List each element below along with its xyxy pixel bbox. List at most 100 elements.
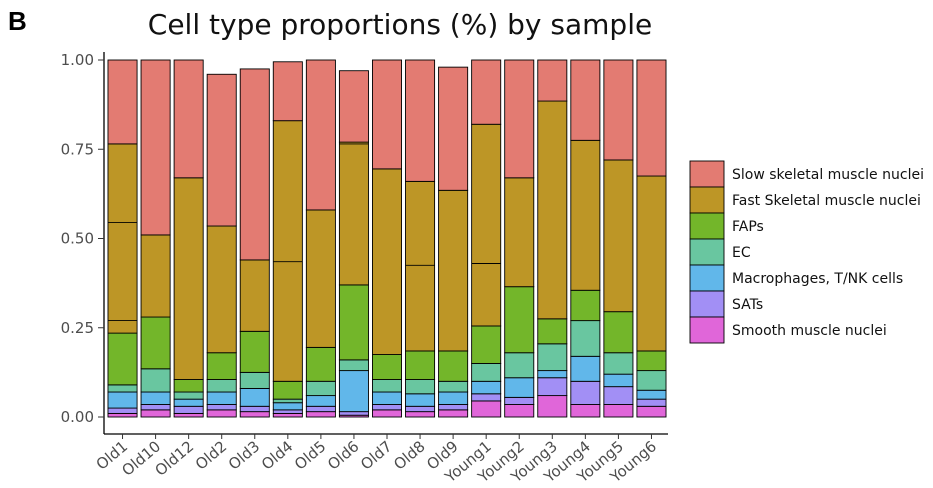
- bar-segment: [140, 391, 171, 405]
- bar-segment: [338, 359, 369, 372]
- bar-segment: [206, 73, 237, 227]
- bar-segment: [107, 332, 138, 386]
- bar-segment: [305, 380, 336, 397]
- panel-letter: B: [8, 6, 27, 36]
- bar-segment: [636, 389, 667, 400]
- bar-segment: [239, 68, 270, 261]
- bar-segment: [405, 59, 436, 182]
- bar-segment: [372, 391, 402, 405]
- bar-segment: [537, 318, 568, 345]
- x-tick-label: Old2: [192, 437, 230, 473]
- bar-segment: [272, 380, 303, 400]
- bar-segment: [636, 350, 667, 372]
- bar-segment: [504, 177, 535, 288]
- bar-segment: [636, 59, 667, 177]
- bar-segment: [107, 384, 138, 393]
- bar-segment: [471, 380, 502, 395]
- bar-segment: [173, 412, 204, 418]
- bar-segment: [173, 405, 204, 414]
- x-tick-label: Old3: [225, 437, 263, 473]
- bar-stack-old9: [438, 66, 469, 418]
- bar-segment: [372, 409, 402, 418]
- x-tick-label: Old8: [390, 437, 428, 473]
- bar-segment: [338, 70, 369, 143]
- bar-segment: [537, 377, 568, 397]
- x-tick-label: Old6: [324, 437, 362, 473]
- bar-segment: [438, 409, 469, 418]
- legend-label: FAPs: [732, 219, 764, 235]
- bar-segment: [603, 386, 634, 405]
- bar-segment: [107, 59, 138, 145]
- bar-segment: [272, 402, 303, 411]
- bar-segment: [570, 380, 601, 405]
- bar-segment: [405, 405, 436, 413]
- bar-stack-young4: [570, 59, 601, 418]
- bar-segment: [405, 379, 436, 395]
- legend-label: SATs: [732, 297, 763, 313]
- legend-label: Macrophages, T/NK cells: [732, 271, 903, 287]
- legend-swatch: [689, 264, 725, 292]
- bar-segment: [140, 59, 171, 236]
- bar-stack-old10: [140, 59, 171, 418]
- legend-swatch: [689, 160, 725, 188]
- bar-segment: [338, 370, 369, 413]
- legend-label: EC: [732, 245, 751, 261]
- bar-segment: [504, 352, 535, 379]
- bar-segment: [636, 405, 667, 418]
- bar-segment: [405, 180, 436, 352]
- bar-segment: [107, 407, 138, 414]
- bar-segment: [173, 398, 204, 407]
- legend-item: FAPs: [689, 212, 764, 240]
- bar-segment: [570, 139, 601, 291]
- bar-segment: [107, 143, 138, 334]
- x-tick-label: Old7: [357, 437, 395, 473]
- bar-segment: [173, 391, 204, 400]
- legend-label: Fast Skeletal muscle nuclei: [732, 193, 921, 209]
- bar-segment: [239, 405, 270, 413]
- bar-segment: [603, 352, 634, 375]
- bar-segment: [140, 234, 171, 318]
- bar-segment: [504, 396, 535, 405]
- legend-item: Fast Skeletal muscle nuclei: [689, 186, 921, 214]
- bar-segment: [206, 404, 237, 411]
- x-tick-label: Old5: [291, 437, 329, 473]
- bar-segment: [372, 168, 402, 355]
- bar-segment: [372, 59, 402, 170]
- bar-segment: [570, 404, 601, 418]
- y-tick-label: 0.25: [61, 319, 94, 337]
- bar-segment: [305, 395, 336, 407]
- bar-segment: [239, 371, 270, 389]
- bar-segment: [438, 404, 469, 411]
- bar-segment: [405, 393, 436, 407]
- bar-segment: [570, 289, 601, 322]
- bar-segment: [140, 404, 171, 411]
- bar-segment: [107, 391, 138, 409]
- legend-swatch: [689, 238, 725, 266]
- bar-segment: [471, 400, 502, 418]
- bar-segment: [438, 350, 469, 382]
- bar-stack-young5: [603, 59, 634, 418]
- legend-label: Slow skeletal muscle nuclei: [732, 167, 924, 183]
- bar-segment: [603, 59, 634, 161]
- legend-swatch: [689, 212, 725, 240]
- bar-segment: [206, 391, 237, 405]
- chart-title: Cell type proportions (%) by sample: [147, 8, 653, 41]
- y-tick-label: 0.00: [61, 408, 94, 426]
- bar-segment: [206, 352, 237, 380]
- legend-label: Smooth muscle nuclei: [732, 323, 887, 339]
- bar-segment: [438, 380, 469, 393]
- legend-item: Macrophages, T/NK cells: [689, 264, 903, 292]
- x-tick-label: Old12: [151, 437, 197, 479]
- bar-segment: [537, 59, 568, 102]
- bar-segment: [570, 59, 601, 141]
- bar-segment: [471, 363, 502, 382]
- bar-segment: [173, 177, 204, 380]
- bar-segment: [239, 387, 270, 407]
- legend-swatch: [689, 316, 725, 344]
- bar-stack-old12: [173, 59, 204, 418]
- bar-segment: [537, 395, 568, 418]
- y-tick-label: 1.00: [61, 51, 94, 69]
- bar-segment: [338, 411, 369, 416]
- bar-segment: [570, 355, 601, 382]
- bar-segment: [570, 320, 601, 357]
